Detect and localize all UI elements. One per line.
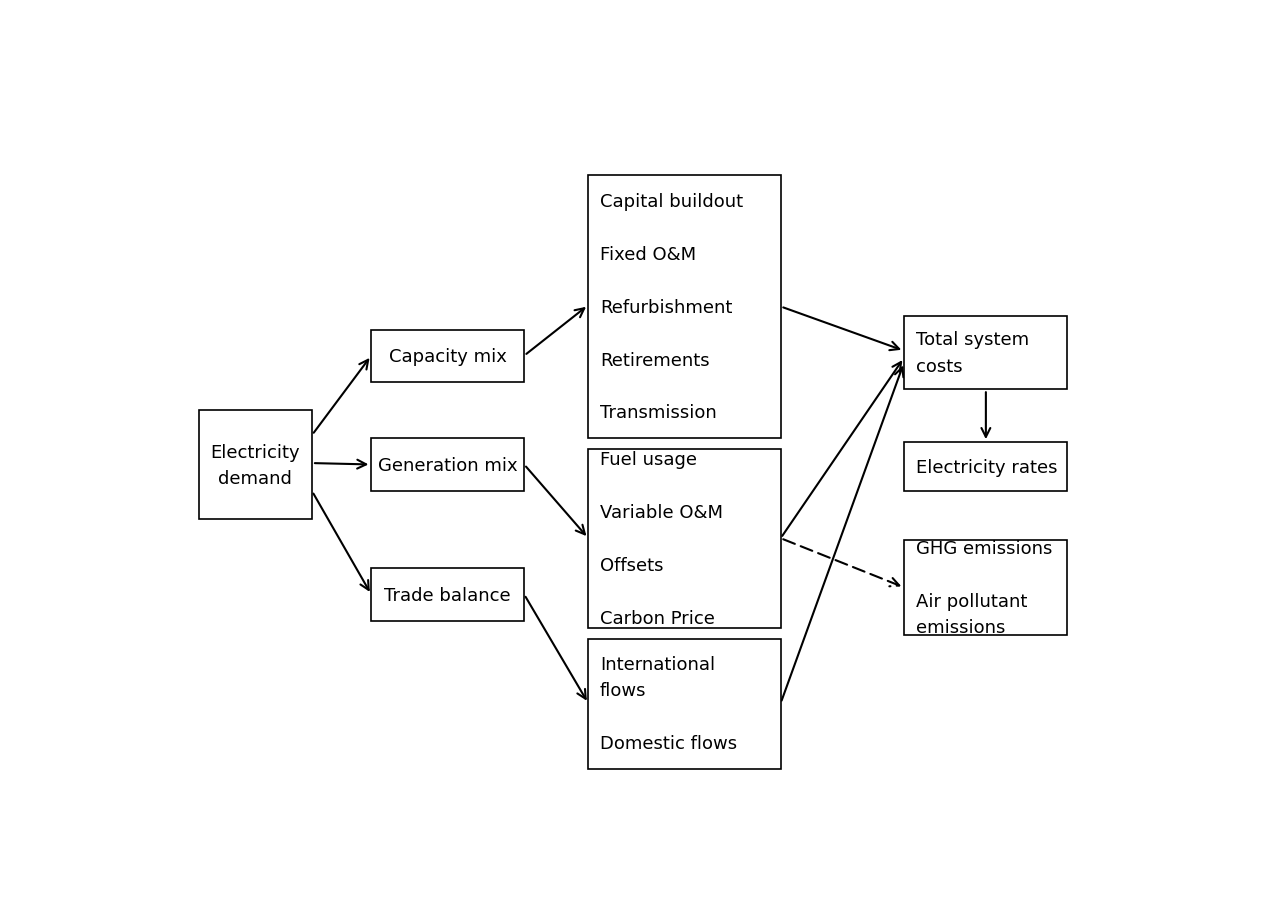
FancyBboxPatch shape xyxy=(904,316,1067,390)
FancyBboxPatch shape xyxy=(372,331,524,383)
FancyBboxPatch shape xyxy=(588,639,780,769)
FancyBboxPatch shape xyxy=(904,541,1067,636)
Text: Total system
costs: Total system costs xyxy=(915,331,1029,375)
FancyBboxPatch shape xyxy=(199,411,312,519)
Text: Electricity rates: Electricity rates xyxy=(915,458,1058,476)
FancyBboxPatch shape xyxy=(372,439,524,492)
Text: Capacity mix: Capacity mix xyxy=(388,348,507,365)
Text: GHG emissions

Air pollutant
emissions: GHG emissions Air pollutant emissions xyxy=(915,539,1053,637)
FancyBboxPatch shape xyxy=(588,449,780,629)
Text: Fuel usage

Variable O&M

Offsets

Carbon Price: Fuel usage Variable O&M Offsets Carbon P… xyxy=(600,451,723,627)
Text: International
flows

Domestic flows: International flows Domestic flows xyxy=(600,655,737,752)
Text: Electricity
demand: Electricity demand xyxy=(210,443,300,487)
Text: Trade balance: Trade balance xyxy=(384,586,510,604)
FancyBboxPatch shape xyxy=(372,568,524,621)
FancyBboxPatch shape xyxy=(904,443,1067,492)
Text: Capital buildout

Fixed O&M

Refurbishment

Retirements

Transmission: Capital buildout Fixed O&M Refurbishment… xyxy=(600,193,743,422)
Text: Generation mix: Generation mix xyxy=(378,456,518,475)
FancyBboxPatch shape xyxy=(588,176,780,439)
